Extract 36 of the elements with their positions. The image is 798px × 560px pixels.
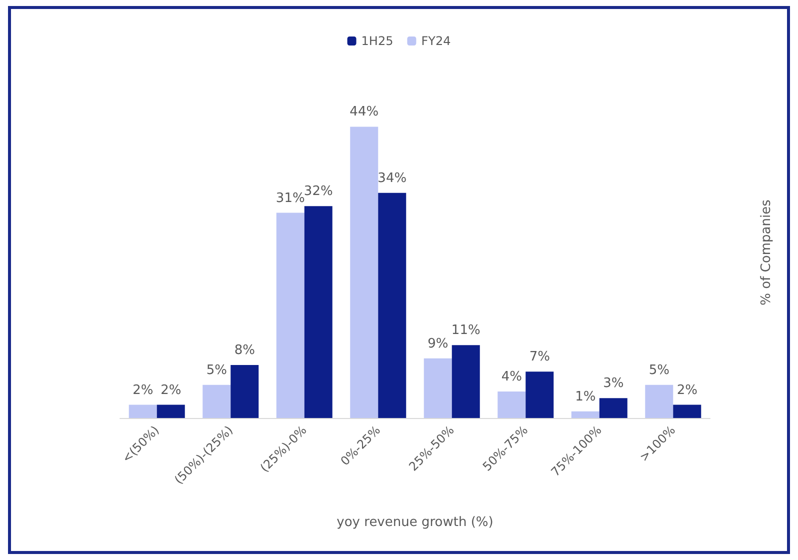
- bar: [645, 384, 674, 418]
- bar: [156, 404, 185, 418]
- data-label: 3%: [603, 376, 624, 392]
- y-axis-title: % of Companies: [759, 199, 774, 306]
- data-label: 32%: [304, 184, 333, 200]
- data-label: 5%: [648, 362, 670, 378]
- bar: [202, 384, 231, 418]
- data-label: 8%: [234, 343, 255, 358]
- data-label: 9%: [428, 336, 448, 352]
- legend-label: FY24: [421, 34, 451, 48]
- data-label: 2%: [160, 382, 182, 398]
- data-label: 2%: [676, 382, 698, 398]
- x-axis-title: yoy revenue growth (%): [336, 515, 494, 530]
- bar: [452, 345, 480, 418]
- bar: [599, 398, 628, 418]
- bar: [378, 192, 406, 418]
- data-label: 4%: [501, 370, 522, 385]
- data-label: 7%: [529, 350, 550, 365]
- data-label: 1%: [575, 389, 596, 404]
- data-label: 34%: [378, 170, 407, 186]
- bar: [571, 411, 600, 418]
- data-label: 11%: [451, 323, 480, 338]
- legend-label: 1H25: [361, 34, 394, 48]
- bar: [673, 404, 702, 418]
- data-label: 44%: [350, 104, 379, 120]
- data-label: 31%: [276, 190, 305, 206]
- data-label: 5%: [206, 362, 227, 378]
- bar: [276, 212, 304, 418]
- bar: [230, 365, 259, 418]
- bar: [498, 392, 526, 418]
- bar: [526, 372, 554, 418]
- bar: [424, 358, 452, 418]
- bar: [350, 126, 378, 418]
- bar: [128, 404, 157, 418]
- bar: [304, 206, 332, 418]
- data-label: 2%: [132, 382, 154, 398]
